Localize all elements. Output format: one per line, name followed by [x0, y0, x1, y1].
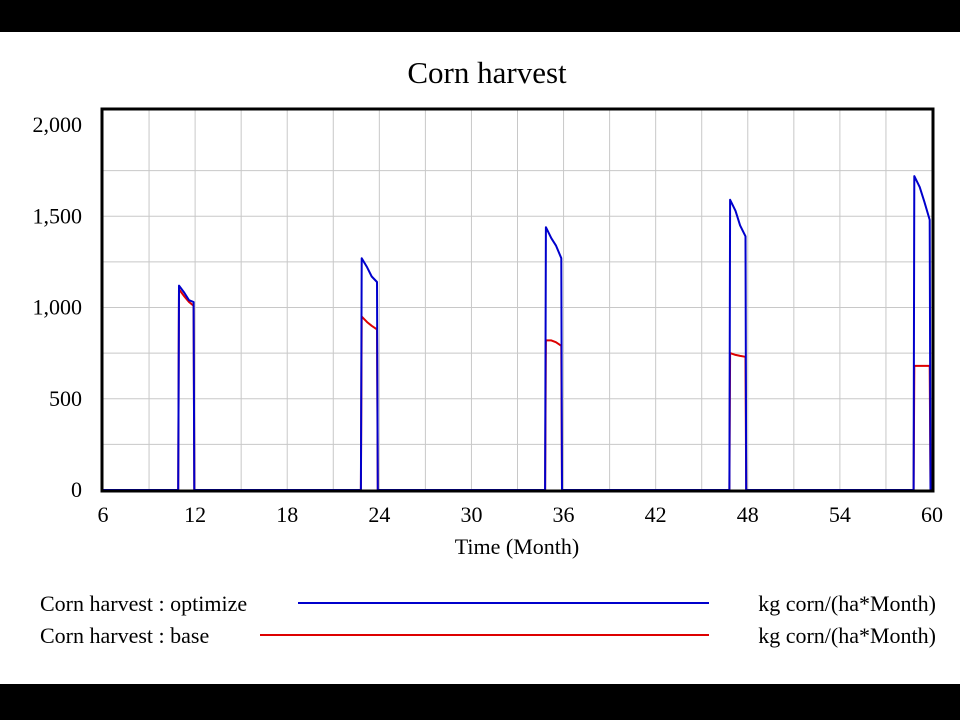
chart-panel: Corn harvest 0 500 1,000 1,500 2,000 6 12 18 24… [0, 32, 960, 684]
chart-svg: Corn harvest 0 500 1,000 1,500 2,000 6 12 18 24… [33, 55, 944, 648]
x-tick-label: 18 [276, 502, 298, 527]
x-tick-label: 54 [829, 502, 851, 527]
x-tick-label: 6 [98, 502, 109, 527]
y-tick-label: 2,000 [33, 112, 83, 137]
y-tick-labels: 0 500 1,000 1,500 2,000 [33, 112, 83, 502]
y-tick-label: 1,000 [33, 295, 83, 320]
x-tick-label: 12 [184, 502, 206, 527]
x-tick-label: 24 [368, 502, 390, 527]
x-tick-label: 48 [737, 502, 759, 527]
chart-title: Corn harvest [407, 55, 567, 90]
x-tick-label: 42 [645, 502, 667, 527]
legend-label-optimize: Corn harvest : optimize [40, 591, 247, 616]
legend: Corn harvest : optimize kg corn/(ha*Mont… [40, 591, 936, 648]
x-axis-label: Time (Month) [455, 534, 579, 559]
x-tick-labels: 6 12 18 24 30 36 42 48 54 60 [98, 502, 944, 527]
grid-lines [102, 109, 933, 491]
y-tick-label: 1,500 [33, 203, 83, 228]
x-tick-label: 30 [460, 502, 482, 527]
y-tick-label: 0 [71, 477, 82, 502]
plot-frame [100, 107, 935, 493]
y-tick-label: 500 [49, 386, 82, 411]
legend-units-base: kg corn/(ha*Month) [758, 623, 936, 648]
legend-label-base: Corn harvest : base [40, 623, 209, 648]
x-tick-label: 60 [921, 502, 943, 527]
x-tick-label: 36 [553, 502, 575, 527]
legend-units-optimize: kg corn/(ha*Month) [758, 591, 936, 616]
